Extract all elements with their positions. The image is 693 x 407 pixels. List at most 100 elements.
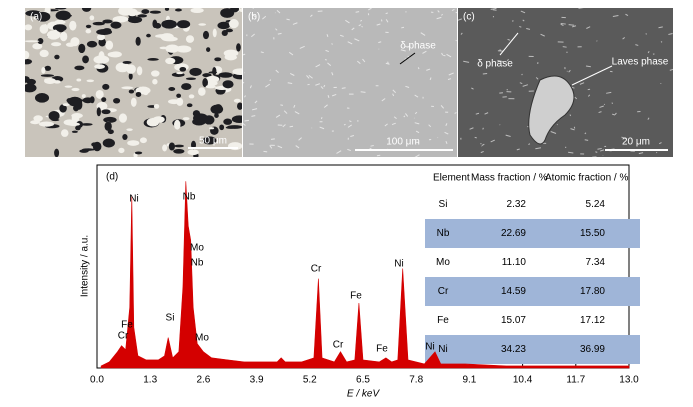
precipitate <box>484 112 489 115</box>
precipitate <box>612 113 616 116</box>
grain-boundary <box>262 15 267 20</box>
table-cell: 34.23 <box>501 344 526 355</box>
arrow <box>499 32 519 56</box>
grain-boundary <box>244 95 246 98</box>
precipitate <box>669 68 673 71</box>
grain <box>85 24 92 29</box>
grain <box>202 136 217 145</box>
grain-boundary <box>327 95 330 98</box>
grain <box>205 75 220 83</box>
precipitate <box>560 23 564 26</box>
table-header: Mass fraction / % <box>471 173 548 184</box>
grain <box>236 43 241 52</box>
annotation: δ phase <box>477 59 513 70</box>
grain-boundary <box>298 137 302 141</box>
grain <box>44 65 52 71</box>
grain <box>202 78 208 88</box>
grain <box>135 36 141 46</box>
precipitate <box>458 18 463 21</box>
grain <box>232 68 242 75</box>
grain-boundary <box>347 148 351 152</box>
grain <box>176 20 191 29</box>
grain <box>141 9 150 15</box>
grain <box>118 147 125 154</box>
grain-boundary <box>331 72 334 76</box>
grain-boundary <box>323 104 328 108</box>
scale-text: 20 μm <box>622 137 650 148</box>
grain <box>230 8 240 13</box>
table-cell: Cr <box>438 286 449 297</box>
grain-boundary <box>282 124 286 128</box>
grain <box>130 97 137 107</box>
grain <box>113 97 121 104</box>
grain-boundary <box>265 83 271 88</box>
grain <box>66 98 72 103</box>
precipitate <box>574 96 578 100</box>
peak-label: Nb <box>183 192 196 203</box>
grain <box>60 129 69 137</box>
grain-boundary <box>269 145 273 149</box>
grain <box>126 128 133 131</box>
grain-boundary <box>376 23 381 26</box>
table-cell: 14.59 <box>501 286 526 297</box>
grain <box>209 127 215 130</box>
grain-boundary <box>376 154 381 157</box>
table-cell: 17.80 <box>580 286 605 297</box>
grain <box>122 60 132 64</box>
grain <box>86 40 98 48</box>
grain <box>51 42 62 47</box>
grain <box>75 125 81 131</box>
table-cell: 36.99 <box>580 344 605 355</box>
grain-boundary <box>368 8 372 11</box>
grain-boundary <box>392 93 395 97</box>
precipitate <box>571 25 577 28</box>
grain-boundary <box>420 32 426 36</box>
grain-boundary <box>454 112 457 114</box>
grain <box>76 78 82 82</box>
precipitate <box>490 139 495 143</box>
grain-boundary <box>286 18 290 21</box>
grain-boundary <box>339 34 344 37</box>
grain-boundary <box>422 50 427 54</box>
grain-boundary <box>254 100 258 104</box>
grain-boundary <box>360 19 363 22</box>
grain <box>80 123 93 126</box>
grain <box>101 97 107 102</box>
grain <box>86 79 95 83</box>
grain <box>54 54 60 60</box>
grain <box>212 28 217 38</box>
grain-boundary <box>357 60 361 65</box>
grain-boundary <box>362 58 366 63</box>
precipitate <box>528 143 531 146</box>
grain-boundary <box>331 93 337 97</box>
grain-boundary <box>244 119 250 122</box>
grain-boundary <box>315 83 321 86</box>
precipitate <box>625 13 629 16</box>
grain-boundary <box>252 8 255 9</box>
grain <box>185 77 197 81</box>
grain <box>59 31 68 42</box>
grain <box>127 140 140 146</box>
grain-boundary <box>441 13 443 16</box>
grain-boundary <box>385 19 389 23</box>
precipitate <box>482 72 488 75</box>
x-tick-label: 11.7 <box>566 375 585 386</box>
grain <box>219 124 225 131</box>
grain <box>237 102 242 110</box>
precipitate <box>612 14 619 18</box>
table-cell: 11.10 <box>502 257 527 268</box>
peak-label: Mo <box>195 333 209 344</box>
grain <box>162 36 178 42</box>
grain <box>52 24 67 32</box>
grain <box>202 30 210 40</box>
panel-label: (b) <box>248 12 260 23</box>
grain <box>37 38 44 45</box>
annotation: δ phase <box>400 41 436 52</box>
grain-boundary <box>414 94 419 98</box>
grain <box>137 14 148 18</box>
table-cell: 15.07 <box>501 315 526 326</box>
grain <box>224 53 238 61</box>
grain-boundary <box>445 123 448 127</box>
precipitate <box>647 51 650 54</box>
peak-label: Cr <box>118 331 129 342</box>
